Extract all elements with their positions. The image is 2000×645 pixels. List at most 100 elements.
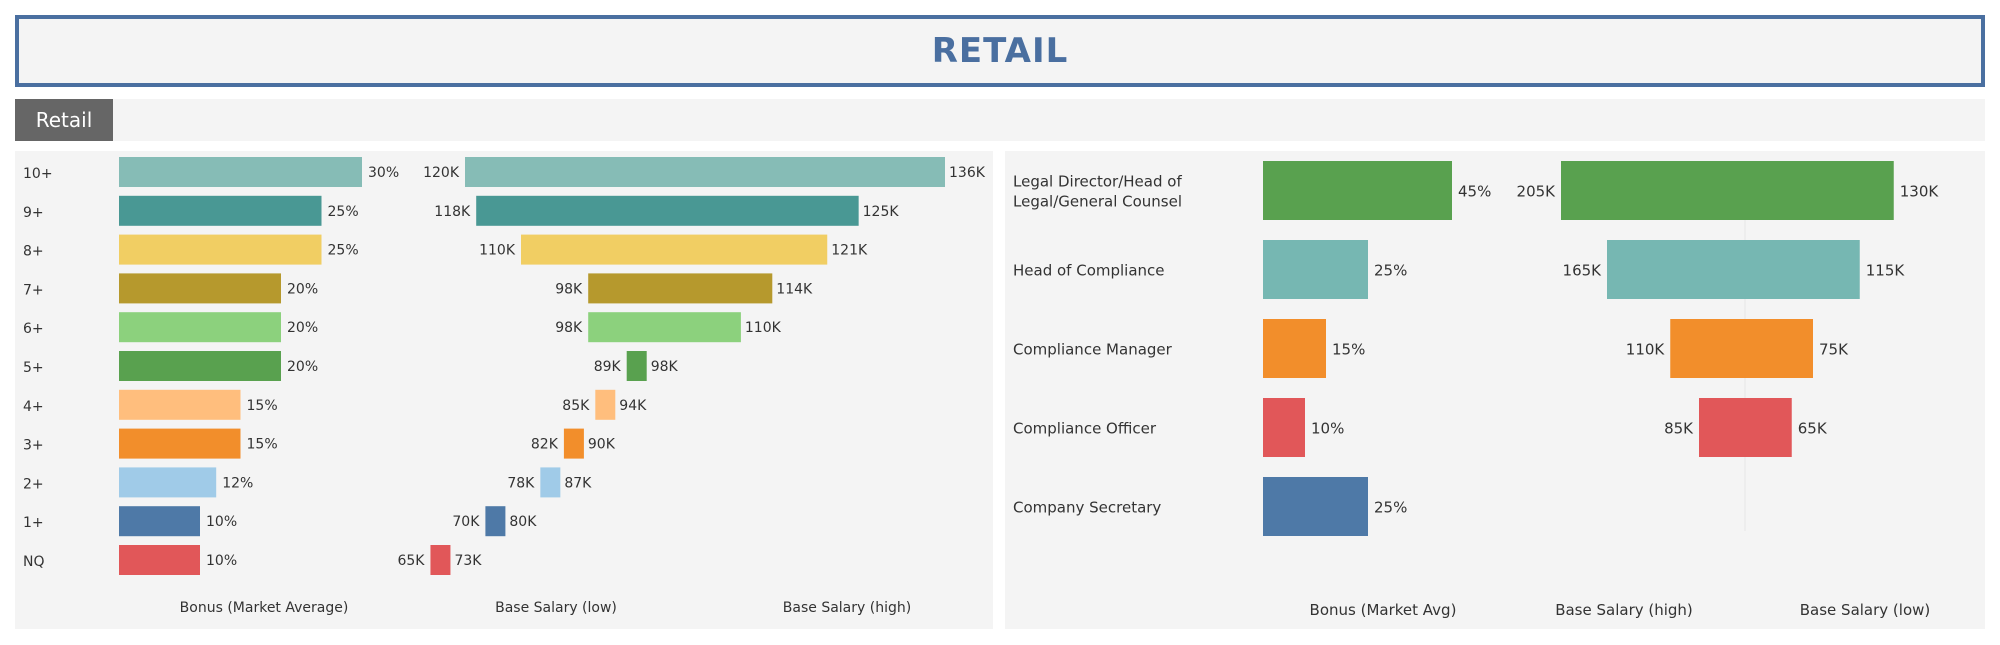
role-label: Compliance Manager bbox=[1013, 341, 1173, 359]
salary-high-label: 165K bbox=[1563, 262, 1603, 280]
axis-label: Bonus (Market Avg) bbox=[1310, 601, 1457, 619]
category-label: 7+ bbox=[23, 282, 44, 298]
salary-low-label: 115K bbox=[1866, 262, 1906, 280]
bonus-value-label: 30% bbox=[368, 165, 399, 181]
bonus-bar bbox=[119, 234, 322, 265]
category-label: 10+ bbox=[23, 166, 53, 182]
retail-filter-button[interactable]: Retail bbox=[15, 99, 113, 141]
salary-high-label: 80K bbox=[509, 514, 537, 530]
bonus-value-label: 20% bbox=[287, 359, 318, 375]
axis-label: Base Salary (high) bbox=[1555, 601, 1693, 619]
bonus-value-label: 25% bbox=[1374, 262, 1407, 280]
bonus-bar bbox=[119, 467, 217, 498]
salary-low-label: 65K bbox=[1798, 420, 1828, 438]
bonus-value-label: 25% bbox=[328, 243, 359, 259]
role-salary-chart: Legal Director/Head of Legal/General Coun… bbox=[1013, 161, 1940, 619]
salary-high-label: 114K bbox=[776, 281, 813, 297]
bonus-bar bbox=[119, 351, 281, 381]
salary-low-label: 75K bbox=[1819, 341, 1849, 359]
role-label: Head of Compliance bbox=[1013, 262, 1165, 280]
experience-salary-chart: 10+ 30% 120K 136K 9+ 25% 118K 125K 8+ 25% 110K 121K… bbox=[23, 157, 986, 616]
bonus-value-label: 15% bbox=[247, 437, 278, 453]
salary-low-label: 78K bbox=[507, 475, 535, 491]
salary-range-bar bbox=[465, 157, 945, 187]
salary-range-bar bbox=[588, 312, 741, 343]
category-label: 8+ bbox=[23, 244, 44, 260]
axis-label: Base Salary (low) bbox=[495, 600, 617, 616]
salary-low-label: 130K bbox=[1900, 183, 1940, 201]
bonus-value-label: 10% bbox=[1311, 420, 1344, 438]
salary-range-bar bbox=[540, 467, 561, 498]
role-chart-panel: Legal Director/Head of Legal/General Coun… bbox=[1005, 151, 1985, 629]
bonus-bar bbox=[1263, 477, 1368, 536]
salary-high-label: 205K bbox=[1517, 183, 1557, 201]
axis-label: Base Salary (low) bbox=[1800, 601, 1931, 619]
dashboard-title-box: RETAIL bbox=[15, 15, 1985, 87]
bonus-bar bbox=[119, 545, 200, 575]
salary-high-label: 85K bbox=[1664, 420, 1694, 438]
salary-low-label: 89K bbox=[594, 359, 622, 375]
bonus-bar bbox=[1263, 398, 1305, 457]
filter-bar bbox=[15, 99, 1985, 141]
category-label: 6+ bbox=[23, 321, 44, 337]
role-label: Compliance Officer bbox=[1013, 420, 1157, 438]
bonus-bar bbox=[119, 273, 281, 304]
salary-high-label: 87K bbox=[564, 475, 592, 491]
salary-high-label: 136K bbox=[949, 165, 986, 181]
category-label: 3+ bbox=[23, 438, 44, 454]
category-label: NQ bbox=[23, 554, 45, 570]
bonus-value-label: 45% bbox=[1458, 183, 1491, 201]
salary-range-bar bbox=[1607, 240, 1860, 299]
salary-range-bar bbox=[595, 389, 616, 420]
salary-high-label: 125K bbox=[863, 204, 900, 220]
bonus-value-label: 12% bbox=[222, 475, 253, 491]
bonus-value-label: 10% bbox=[206, 553, 237, 569]
bonus-value-label: 15% bbox=[247, 398, 278, 414]
bonus-bar bbox=[119, 389, 241, 420]
salary-low-label: 70K bbox=[452, 514, 480, 530]
salary-range-bar bbox=[1670, 319, 1813, 378]
salary-range-bar bbox=[521, 234, 828, 265]
bonus-bar bbox=[119, 428, 241, 459]
salary-range-bar bbox=[588, 273, 773, 304]
axis-label: Base Salary (high) bbox=[783, 600, 911, 616]
salary-high-label: 94K bbox=[619, 398, 647, 414]
bonus-bar bbox=[119, 195, 322, 226]
salary-high-label: 110K bbox=[745, 320, 782, 336]
bonus-value-label: 20% bbox=[287, 320, 318, 336]
bonus-bar bbox=[1263, 161, 1452, 220]
category-label: 2+ bbox=[23, 476, 44, 492]
salary-range-bar bbox=[1561, 161, 1894, 220]
salary-range-bar bbox=[1699, 398, 1792, 457]
category-label: 1+ bbox=[23, 515, 44, 531]
page-title: RETAIL bbox=[931, 31, 1069, 71]
salary-high-label: 110K bbox=[1626, 341, 1666, 359]
salary-low-label: 120K bbox=[423, 165, 460, 181]
bonus-bar bbox=[1263, 319, 1326, 378]
bonus-bar bbox=[119, 157, 362, 187]
category-label: 5+ bbox=[23, 360, 44, 376]
role-label: Legal Director/Head of bbox=[1013, 173, 1182, 191]
salary-low-label: 82K bbox=[531, 437, 559, 453]
salary-range-bar bbox=[563, 428, 584, 459]
category-label: 4+ bbox=[23, 399, 44, 415]
axis-label: Bonus (Market Average) bbox=[180, 600, 349, 616]
salary-low-label: 65K bbox=[397, 553, 425, 569]
salary-high-label: 73K bbox=[454, 553, 482, 569]
bonus-value-label: 25% bbox=[1374, 499, 1407, 517]
salary-low-label: 98K bbox=[555, 320, 583, 336]
salary-range-bar bbox=[476, 195, 859, 226]
role-label: Legal/General Counsel bbox=[1013, 193, 1182, 211]
role-label: Company Secretary bbox=[1013, 499, 1161, 517]
experience-chart-panel: 10+ 30% 120K 136K 9+ 25% 118K 125K 8+ 25% 110K 121K… bbox=[15, 151, 993, 629]
bonus-value-label: 20% bbox=[287, 281, 318, 297]
salary-range-bar bbox=[626, 351, 647, 381]
salary-range-bar bbox=[485, 506, 506, 537]
salary-high-label: 121K bbox=[831, 243, 868, 259]
salary-high-label: 98K bbox=[651, 359, 679, 375]
category-label: 9+ bbox=[23, 205, 44, 221]
salary-low-label: 118K bbox=[434, 204, 471, 220]
salary-low-label: 98K bbox=[555, 281, 583, 297]
salary-range-bar bbox=[430, 545, 451, 575]
bonus-value-label: 25% bbox=[328, 204, 359, 220]
